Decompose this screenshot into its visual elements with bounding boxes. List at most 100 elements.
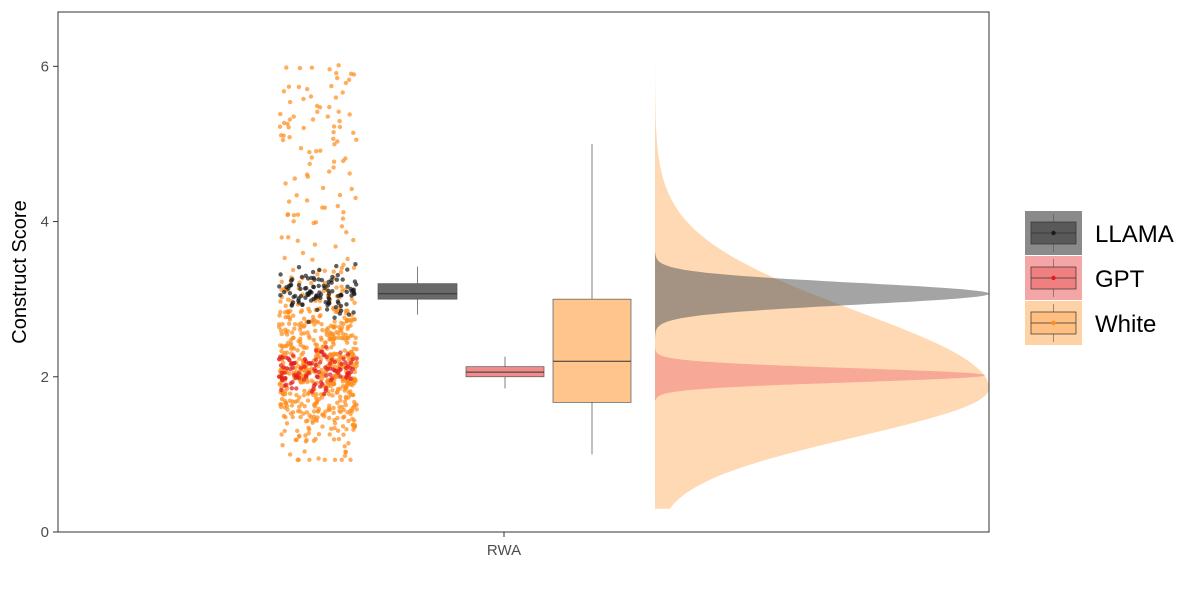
- data-point: [302, 388, 307, 394]
- legend-item-white: White: [1025, 301, 1156, 345]
- data-point: [316, 283, 321, 289]
- data-point: [295, 428, 300, 433]
- data-point: [337, 408, 342, 414]
- data-point: [331, 381, 337, 387]
- data-point: [279, 432, 284, 437]
- data-point: [304, 410, 310, 415]
- data-point: [332, 359, 338, 365]
- points-gpt: [276, 344, 359, 397]
- data-point: [279, 331, 284, 337]
- data-point: [307, 427, 312, 432]
- data-point: [298, 342, 303, 348]
- data-point: [330, 289, 335, 294]
- box: [377, 283, 458, 300]
- data-point: [334, 263, 339, 269]
- data-point: [344, 289, 349, 295]
- data-point: [320, 327, 325, 333]
- data-point: [294, 437, 299, 443]
- data-point: [277, 284, 282, 289]
- data-point: [296, 265, 302, 270]
- data-point: [342, 444, 347, 449]
- data-point: [331, 159, 337, 164]
- data-point: [340, 90, 345, 95]
- data-point: [343, 402, 348, 408]
- data-point: [328, 372, 333, 377]
- data-point: [277, 382, 282, 387]
- data-point: [332, 368, 337, 373]
- data-point: [307, 309, 312, 314]
- data-point: [328, 378, 333, 383]
- data-point: [341, 262, 346, 267]
- data-point: [331, 124, 337, 129]
- data-point: [309, 65, 315, 70]
- data-point: [311, 296, 316, 302]
- data-point: [291, 373, 297, 378]
- data-point: [277, 374, 282, 379]
- data-point: [352, 376, 357, 381]
- data-point: [303, 295, 308, 300]
- data-point: [320, 344, 325, 350]
- data-point: [336, 335, 342, 340]
- x-tick-label: RWA: [487, 542, 521, 559]
- data-point: [313, 416, 318, 422]
- data-point: [276, 322, 282, 327]
- data-point: [315, 409, 320, 414]
- data-point: [290, 410, 296, 415]
- data-point: [344, 230, 349, 235]
- data-point: [350, 406, 355, 411]
- data-point: [338, 269, 344, 275]
- data-point: [301, 411, 306, 416]
- data-point: [317, 298, 323, 304]
- data-point: [281, 120, 287, 126]
- data-point: [310, 117, 316, 122]
- data-point: [318, 380, 324, 385]
- data-point: [348, 457, 353, 462]
- data-point: [279, 235, 284, 240]
- data-point: [327, 169, 332, 174]
- data-point: [279, 348, 284, 354]
- data-point: [352, 317, 357, 322]
- data-point: [286, 199, 292, 204]
- data-point: [307, 361, 313, 366]
- data-point: [280, 137, 286, 143]
- data-point: [307, 289, 313, 294]
- data-point: [350, 357, 356, 362]
- y-tick-label: 2: [41, 369, 49, 386]
- data-point: [332, 319, 337, 324]
- data-point: [353, 262, 358, 267]
- data-point: [336, 63, 341, 68]
- data-point: [294, 193, 299, 198]
- data-point: [284, 403, 290, 409]
- data-point: [285, 309, 290, 314]
- data-point: [351, 130, 356, 135]
- data-point: [331, 405, 336, 411]
- data-point: [342, 399, 347, 404]
- data-point: [320, 424, 325, 429]
- data-point: [289, 386, 295, 391]
- data-point: [313, 348, 319, 353]
- data-point: [285, 332, 290, 337]
- data-point: [328, 352, 333, 357]
- data-point: [291, 219, 296, 224]
- data-point: [285, 212, 290, 218]
- data-point: [300, 302, 305, 307]
- data-point: [278, 272, 283, 277]
- data-point: [343, 80, 349, 86]
- data-point: [317, 314, 322, 319]
- data-point: [280, 443, 285, 448]
- data-point: [349, 289, 354, 294]
- data-point: [306, 431, 311, 436]
- data-point: [290, 267, 296, 273]
- data-point: [343, 449, 348, 454]
- data-point: [292, 326, 297, 331]
- data-point: [317, 105, 323, 110]
- data-point: [280, 322, 285, 327]
- data-point: [282, 428, 287, 434]
- data-point: [338, 350, 343, 355]
- data-point: [317, 360, 323, 365]
- data-point: [331, 165, 336, 170]
- y-tick-label: 0: [41, 524, 49, 541]
- data-point: [349, 297, 355, 302]
- data-point: [354, 407, 359, 412]
- data-point: [315, 272, 320, 277]
